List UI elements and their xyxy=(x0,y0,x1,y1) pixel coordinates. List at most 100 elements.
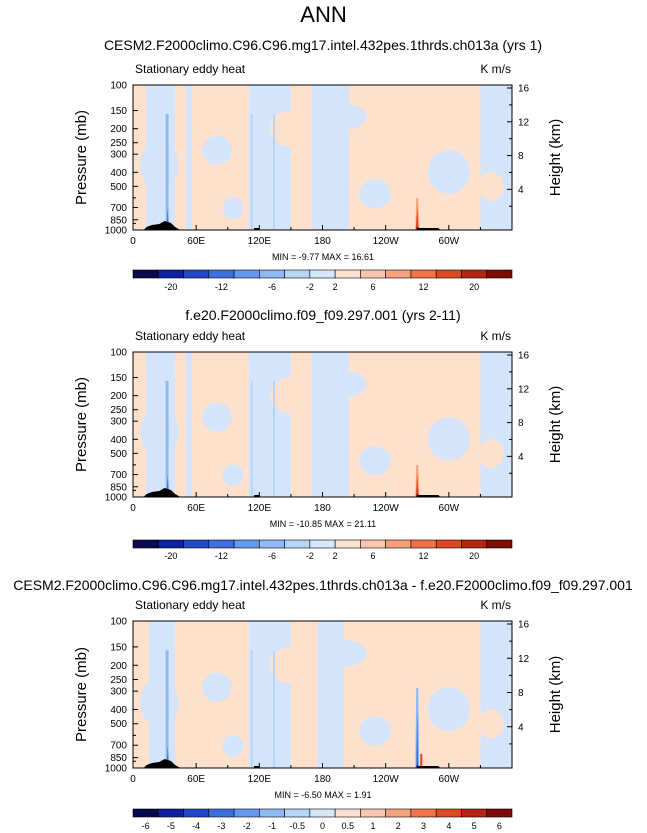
colorbar-label: 6 xyxy=(371,551,376,561)
colorbar-cell xyxy=(334,808,361,818)
panel-title: CESM2.F2000climo.C96.C96.mg17.intel.432p… xyxy=(104,37,542,53)
negative-region xyxy=(427,150,470,194)
streak xyxy=(250,650,253,768)
lon-tick-label: 0 xyxy=(130,236,136,247)
negative-spike-core xyxy=(416,708,419,768)
streak xyxy=(273,650,276,768)
negative-region xyxy=(222,464,244,487)
y2-axis-label: Height (km) xyxy=(547,119,564,197)
negative-region xyxy=(320,370,367,397)
lon-tick-label: 60E xyxy=(187,503,205,514)
y-axis-label: Pressure (mb) xyxy=(73,110,90,205)
pressure-tick-label: 850 xyxy=(110,482,127,493)
colorbar-cell xyxy=(360,269,386,279)
negative-region xyxy=(359,179,391,209)
colorbar-cell xyxy=(233,269,260,279)
negative-spike xyxy=(166,208,169,226)
colorbar-label: 3 xyxy=(421,821,426,831)
colorbar-label: 20 xyxy=(469,282,479,292)
streak xyxy=(165,114,169,230)
streak xyxy=(165,381,169,497)
lon-tick-label: 0 xyxy=(130,503,136,514)
negative-region xyxy=(359,446,391,476)
topography xyxy=(143,759,181,768)
positive-spike-core xyxy=(415,208,419,230)
colorbar-label: 1 xyxy=(371,821,376,831)
height-tick-label: 8 xyxy=(518,151,524,162)
colorbar-cell xyxy=(183,539,210,549)
pressure-tick-label: 300 xyxy=(110,150,127,161)
lon-tick-label: 180 xyxy=(314,503,331,514)
colorbar-cell xyxy=(410,808,437,818)
colorbar-cell xyxy=(259,808,285,818)
colorbar-label: 0 xyxy=(320,821,325,831)
negative-region xyxy=(427,687,470,732)
colorbar-cell xyxy=(284,539,311,549)
pressure-tick-label: 500 xyxy=(110,182,127,193)
negative-region xyxy=(222,197,244,220)
negative-region xyxy=(320,640,367,667)
colorbar-cell xyxy=(233,808,260,818)
pressure-tick-label: 700 xyxy=(110,203,127,214)
colorbar-label: 0.5 xyxy=(342,821,355,831)
colorbar-label: 2 xyxy=(396,821,401,831)
positive-region xyxy=(478,172,504,201)
pressure-tick-label: 200 xyxy=(110,391,127,402)
positive-spike-core xyxy=(415,475,419,497)
lon-tick-label: 120E xyxy=(248,774,272,785)
pressure-tick-label: 850 xyxy=(110,753,127,764)
negative-region xyxy=(248,621,291,768)
lon-tick-label: 180 xyxy=(314,236,331,247)
positive-region xyxy=(377,402,416,447)
lon-tick-label: 120E xyxy=(248,236,272,247)
height-tick-label: 8 xyxy=(518,688,524,699)
colorbar-label: 12 xyxy=(419,282,429,292)
colorbar-cell xyxy=(385,539,412,549)
panel-title: f.e20.F2000climo.f09_f09.297.001 (yrs 2-… xyxy=(185,307,460,323)
colorbar-cell xyxy=(385,808,412,818)
topography xyxy=(143,221,181,230)
negative-region xyxy=(222,734,244,757)
negative-region xyxy=(202,135,232,165)
colorbar-cell xyxy=(309,808,336,818)
colorbar-label: -3 xyxy=(217,821,225,831)
pressure-tick-label: 850 xyxy=(110,215,127,226)
colorbar-cell xyxy=(157,808,184,818)
negative-region xyxy=(248,85,291,230)
streak xyxy=(250,381,253,497)
panel-title: CESM2.F2000climo.C96.C96.mg17.intel.432p… xyxy=(13,577,633,593)
pressure-tick-label: 300 xyxy=(110,417,127,428)
pressure-tick-label: 200 xyxy=(110,661,127,672)
lon-tick-label: 120W xyxy=(373,236,400,247)
colorbar-label: -2 xyxy=(306,551,314,561)
negative-region xyxy=(490,106,512,180)
positive-region xyxy=(478,709,504,739)
positive-region xyxy=(269,646,312,684)
topography xyxy=(143,488,181,497)
colorbar-cell xyxy=(360,808,386,818)
y2-axis-label: Height (km) xyxy=(547,386,564,464)
colorbar-cell xyxy=(233,539,260,549)
colorbar-cell xyxy=(486,269,513,279)
colorbar-label: 5 xyxy=(472,821,477,831)
pressure-tick-label: 1000 xyxy=(105,226,128,237)
negative-region xyxy=(320,103,367,130)
negative-region xyxy=(248,352,291,497)
lon-tick-label: 60W xyxy=(439,774,460,785)
min-max-stats: MIN = -9.77 MAX = 16.61 xyxy=(272,252,374,262)
streak xyxy=(250,114,253,230)
y2-axis-label: Height (km) xyxy=(547,656,564,734)
pressure-tick-label: 1000 xyxy=(105,493,128,504)
pressure-tick-label: 1000 xyxy=(105,764,128,775)
panel-left-label: Stationary eddy heat xyxy=(135,598,246,612)
pressure-tick-label: 400 xyxy=(110,435,127,446)
panel-left-label: Stationary eddy heat xyxy=(135,329,246,343)
pressure-tick-label: 100 xyxy=(110,617,127,628)
negative-region xyxy=(427,417,470,461)
pressure-tick-label: 250 xyxy=(110,405,127,416)
colorbar-label: -12 xyxy=(215,282,228,292)
height-tick-label: 12 xyxy=(518,654,530,665)
pressure-tick-label: 200 xyxy=(110,124,127,135)
height-tick-label: 12 xyxy=(518,384,530,395)
